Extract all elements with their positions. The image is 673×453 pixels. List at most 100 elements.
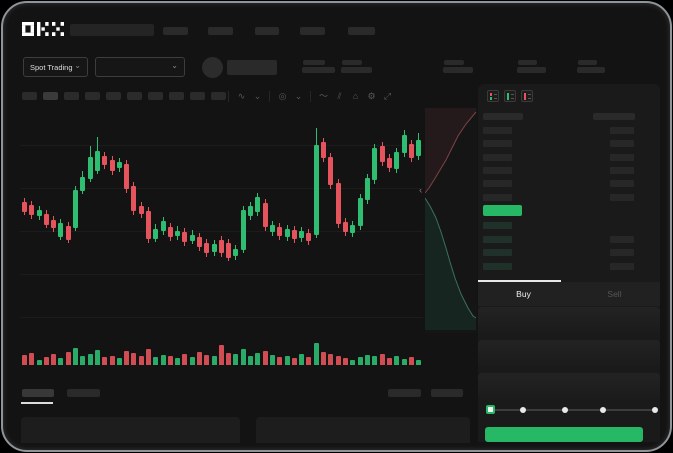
chart-gridline [20, 188, 423, 189]
chevron-down-icon[interactable]: ⌄ [294, 91, 303, 101]
market-type-label: Spot Trading [30, 62, 73, 72]
ask-amount-placeholder [610, 180, 634, 188]
fullscreen-icon[interactable]: ⤢ [383, 91, 392, 101]
slider-step-dot[interactable] [562, 407, 568, 413]
pair-selector-dropdown[interactable]: ⌄ [95, 57, 185, 77]
volume-bar [277, 357, 282, 365]
timeframe-button-placeholder[interactable] [85, 92, 100, 100]
stat-label-placeholder [303, 60, 325, 65]
stat-label-placeholder [444, 60, 464, 65]
volume-bar [212, 356, 217, 365]
timeframe-button-placeholder[interactable] [64, 92, 79, 100]
volume-bar [219, 345, 224, 365]
bid-amount-placeholder [610, 235, 634, 243]
volume-bar [153, 357, 158, 365]
bottom-tab-active-placeholder[interactable] [22, 389, 54, 397]
overlay-icon[interactable]: ◎ [278, 91, 287, 101]
nav-item-placeholder[interactable] [255, 27, 279, 35]
indicators-icon[interactable]: ∿ [237, 91, 246, 101]
candle-body [58, 223, 63, 237]
volume-bar [168, 356, 173, 365]
candle-body [270, 225, 275, 232]
timeframe-button-placeholder[interactable] [43, 92, 58, 100]
nav-item-placeholder[interactable] [348, 27, 375, 35]
candle-body [51, 220, 56, 228]
chevron-down-icon[interactable]: ⌄ [253, 91, 262, 101]
chevron-down-icon: ⌄ [171, 61, 178, 70]
nav-item-placeholder[interactable] [300, 27, 325, 35]
volume-bar [139, 356, 144, 365]
candle-body [124, 164, 129, 189]
volume-bar [409, 357, 414, 365]
volume-bar [306, 357, 311, 365]
candle-body [365, 178, 370, 200]
ask-amount-placeholder [610, 193, 634, 201]
volume-bar [190, 357, 195, 365]
candle-body [204, 243, 209, 253]
orderbook-bids-icon[interactable] [504, 90, 516, 102]
candle-body [102, 156, 107, 165]
timeframe-button-placeholder[interactable] [190, 92, 205, 100]
nav-item-placeholder[interactable] [163, 27, 188, 35]
order-amount-input[interactable] [478, 340, 660, 369]
bottom-tab-placeholder[interactable] [67, 389, 100, 397]
nav-item-placeholder[interactable] [208, 27, 233, 35]
candle-body [117, 162, 122, 168]
bid-price-placeholder [483, 222, 512, 229]
candle-body [263, 203, 268, 227]
depth-chart [424, 108, 477, 333]
amount-slider-handle[interactable] [486, 405, 495, 414]
chevron-down-icon: ⌄ [74, 61, 81, 70]
candle-body [66, 226, 71, 240]
timeframe-button-placeholder[interactable] [106, 92, 121, 100]
chart-gridline [20, 231, 423, 232]
ask-amount-placeholder [610, 153, 634, 161]
tab-sell[interactable]: Sell [607, 289, 622, 299]
timeframe-button-placeholder[interactable] [127, 92, 142, 100]
volume-bar [226, 353, 231, 365]
order-total-input[interactable] [478, 373, 660, 402]
settings-icon[interactable]: ⚙ [367, 91, 376, 101]
volume-bar [416, 360, 421, 365]
volume-bar [102, 357, 107, 365]
candle-body [44, 214, 49, 225]
bid-amount-placeholder [610, 249, 634, 256]
pair-name-placeholder [227, 60, 277, 75]
ask-amount-placeholder [610, 127, 634, 134]
bottom-action-placeholder[interactable] [388, 389, 421, 397]
ask-price-placeholder [483, 166, 512, 174]
coin-avatar [202, 57, 223, 78]
bottom-action-placeholder[interactable] [431, 389, 463, 397]
slider-step-dot[interactable] [520, 407, 526, 413]
timeframe-button-placeholder[interactable] [211, 92, 226, 100]
candle-body [161, 221, 166, 231]
volume-bar [270, 355, 275, 365]
timeframe-button-placeholder[interactable] [22, 92, 37, 100]
market-type-selector[interactable]: Spot Trading ⌄ [23, 57, 88, 77]
volume-bar [292, 358, 297, 365]
line-tool-icon[interactable]: 〜 [318, 91, 328, 101]
ask-price-placeholder [483, 193, 512, 201]
search-input[interactable] [70, 24, 154, 36]
slider-step-dot[interactable] [652, 407, 658, 413]
orderbook-asks-icon[interactable] [521, 90, 533, 102]
buy-submit-button[interactable] [485, 427, 643, 442]
draw-tool-icon[interactable]: ⫽ [337, 91, 342, 101]
volume-bar [66, 352, 71, 365]
volume-bar [182, 354, 187, 365]
slider-step-dot[interactable] [600, 407, 606, 413]
okx-logo-icon [22, 22, 64, 36]
volume-bar [394, 356, 399, 365]
orderbook-all-icon[interactable] [487, 90, 499, 102]
timeframe-button-placeholder[interactable] [169, 92, 184, 100]
candle-body [212, 244, 217, 252]
candle-body [190, 235, 195, 241]
snapshot-icon[interactable]: ⌂ [352, 91, 359, 101]
timeframe-button-placeholder[interactable] [148, 92, 163, 100]
tab-buy[interactable]: Buy [516, 289, 531, 299]
amount-slider-track[interactable] [490, 409, 655, 411]
okx-logo[interactable] [22, 22, 64, 41]
order-price-input[interactable] [478, 307, 660, 336]
